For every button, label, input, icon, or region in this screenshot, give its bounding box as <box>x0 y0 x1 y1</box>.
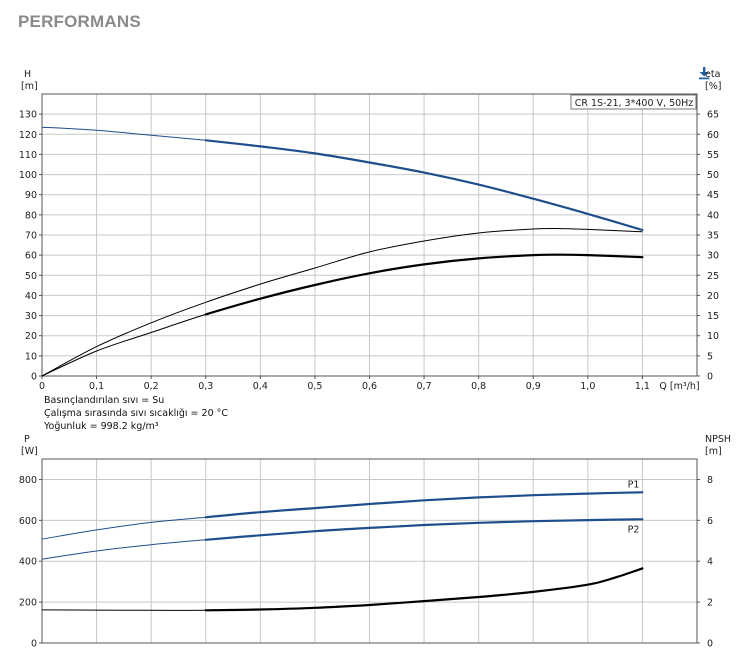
right-tick-label: 8 <box>707 475 713 486</box>
left-tick-label: 130 <box>19 110 37 121</box>
right-tick-label: 0 <box>707 372 713 383</box>
head-efficiency-chart: 0 10 20 30 40 50 60 70 80 90 100 110 120 130 0 5 10 15 20 2… <box>19 69 722 392</box>
x-tick-label: 0 <box>39 381 45 392</box>
x-tick-label: 0,2 <box>144 381 159 392</box>
left-tick-label: 30 <box>25 311 37 322</box>
x-axis-label: Q [m³/h] <box>659 381 699 392</box>
x-tick-label: 0,7 <box>417 381 432 392</box>
plot-frame <box>41 458 698 644</box>
x-tick-label: 0,9 <box>526 381 541 392</box>
right-tick-label: 45 <box>707 190 719 201</box>
left-tick-label: 10 <box>25 351 37 362</box>
x-tick-label: 0,5 <box>307 381 322 392</box>
left-tick-label: 60 <box>25 251 37 262</box>
right-tick-label: 60 <box>707 130 719 141</box>
right-tick-label: 20 <box>707 291 719 302</box>
left-tick-label: 80 <box>25 210 37 221</box>
left-tick-label: 800 <box>19 475 37 486</box>
left-tick-label: 0 <box>31 372 37 383</box>
x-tick-label: 0,1 <box>89 381 104 392</box>
right-tick-label: 2 <box>707 598 713 609</box>
note-fluid: Basınçlandırılan sıvı = Su <box>44 395 164 406</box>
left-tick-label: 0 <box>31 639 37 650</box>
x-tick-label: 1,0 <box>580 381 595 392</box>
left-tick-label: 120 <box>19 130 37 141</box>
x-tick-label: 0,6 <box>362 381 377 392</box>
curve-P2-operating <box>204 518 644 541</box>
left-tick-label: 600 <box>19 516 37 527</box>
note-density: Yoğunluk = 998.2 kg/m³ <box>43 421 159 432</box>
right-tick-label: 4 <box>707 557 713 568</box>
curve-P1-full <box>41 491 643 540</box>
right-axis-label: eta <box>705 69 720 80</box>
power-npsh-chart: 0 200 400 600 800 0 2 4 6 8 P[W] NPSH[m] P1 P2 <box>19 434 731 650</box>
right-tick-label: 30 <box>707 251 719 262</box>
right-tick-label: 65 <box>707 110 719 121</box>
left-axis-label: P <box>24 434 30 445</box>
left-tick-label: 90 <box>25 190 37 201</box>
right-axis-label: NPSH <box>705 434 731 445</box>
series-label-P1: P1 <box>628 479 640 490</box>
x-tick-label: 0,3 <box>198 381 213 392</box>
right-tick-label: 6 <box>707 516 713 527</box>
right-tick-label: 55 <box>707 150 719 161</box>
curve-series-2-operating <box>204 567 644 612</box>
right-axis-unit: [m] <box>705 446 722 457</box>
right-axis-unit: [%] <box>705 81 721 92</box>
legend-box <box>570 94 697 110</box>
right-tick-label: 35 <box>707 231 719 242</box>
right-tick-label: 15 <box>707 311 719 322</box>
legend-text: CR 1S-21, 3*400 V, 50Hz <box>575 98 694 109</box>
curve-series-1-full <box>41 227 643 377</box>
right-tick-label: 50 <box>707 170 719 181</box>
left-tick-label: 200 <box>19 598 37 609</box>
right-tick-label: 25 <box>707 271 719 282</box>
fluid-notes: Basınçlandırılan sıvı = Su Çalışma sıras… <box>43 395 228 432</box>
right-tick-label: 40 <box>707 210 719 221</box>
right-tick-label: 10 <box>707 331 719 342</box>
x-tick-label: 0,8 <box>471 381 486 392</box>
left-tick-label: 110 <box>19 150 37 161</box>
left-axis-unit: [m] <box>21 81 38 92</box>
download-icon[interactable] <box>697 66 711 80</box>
note-temperature: Çalışma sırasında sıvı sıcaklığı = 20 °C <box>44 408 228 419</box>
left-tick-label: 70 <box>25 231 37 242</box>
left-tick-label: 400 <box>19 557 37 568</box>
curve-P1-operating <box>204 491 644 519</box>
left-axis-unit: [W] <box>21 446 38 457</box>
x-tick-label: 1,1 <box>635 381 650 392</box>
left-tick-label: 20 <box>25 331 37 342</box>
series-label-P2: P2 <box>628 524 640 535</box>
left-tick-label: 40 <box>25 291 37 302</box>
right-tick-label: 0 <box>707 639 713 650</box>
curve-series-0-operating <box>204 139 644 232</box>
x-tick-label: 0,4 <box>253 381 268 392</box>
right-tick-label: 5 <box>707 351 713 362</box>
left-axis-label: H <box>24 69 31 80</box>
curve-series-2-operating <box>204 253 644 316</box>
page-title: PERFORMANS <box>18 12 141 31</box>
left-tick-label: 50 <box>25 271 37 282</box>
left-tick-label: 100 <box>19 170 37 181</box>
